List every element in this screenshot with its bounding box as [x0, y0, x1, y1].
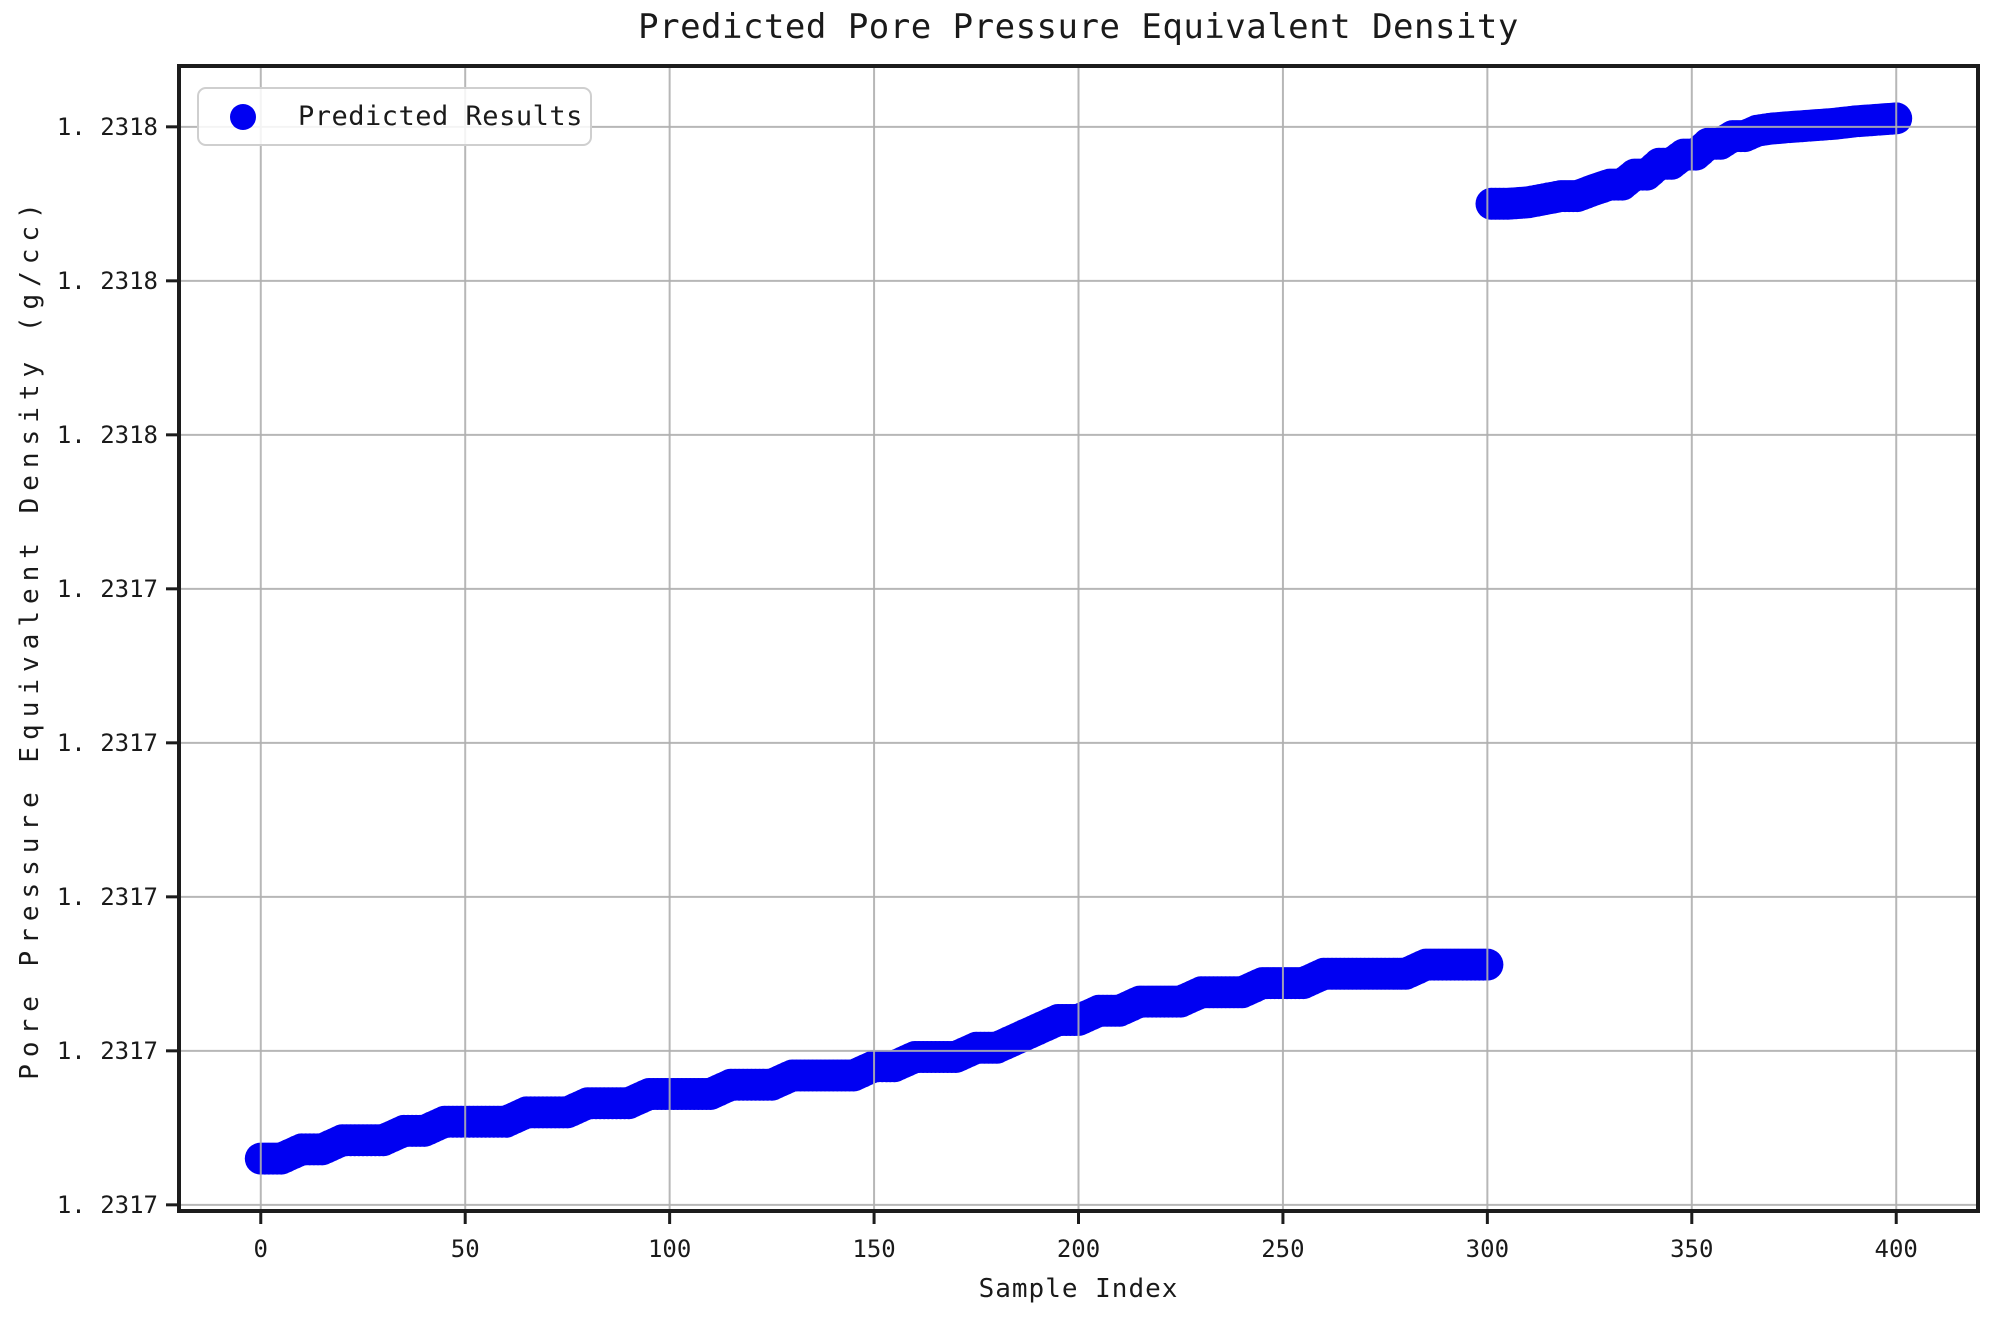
legend-box: Predicted Results: [197, 87, 592, 146]
x-tick-label: 400: [1874, 1235, 1918, 1263]
x-tick-label: 250: [1261, 1235, 1305, 1263]
y-tick-label: 1. 2318: [56, 420, 158, 449]
x-tick-label: 0: [253, 1235, 268, 1263]
tick-marks-layer: [166, 125, 1898, 1224]
y-tick-label: 1. 2317: [56, 1036, 158, 1065]
y-tick-label: 1. 2317: [56, 1190, 158, 1219]
x-axis-label: Sample Index: [978, 1274, 1179, 1304]
y-tick-label: 1. 2318: [56, 112, 158, 141]
x-tick-label: 350: [1670, 1235, 1714, 1263]
y-tick-label: 1. 2317: [56, 574, 158, 603]
x-tick-label: 150: [852, 1235, 896, 1263]
y-tick-label: 1. 2318: [56, 266, 158, 295]
x-tick-label: 100: [647, 1235, 692, 1263]
plot-border: [177, 64, 1980, 1213]
chart-title: Predicted Pore Pressure Equivalent Densi…: [638, 7, 1519, 47]
x-tick-label: 200: [1056, 1235, 1101, 1263]
gridlines-layer: [179, 66, 1978, 1211]
y-tick-label: 1. 2317: [56, 882, 158, 911]
y-axis-label: Pore Pressure Equivalent Density (g/cc): [15, 196, 45, 1080]
legend-label: Predicted Results: [298, 101, 583, 132]
y-tick-label: 1. 2317: [56, 728, 158, 757]
x-tick-label: 300: [1465, 1235, 1510, 1263]
legend-marker-dot: [230, 103, 256, 130]
x-tick-label: 50: [450, 1235, 480, 1263]
